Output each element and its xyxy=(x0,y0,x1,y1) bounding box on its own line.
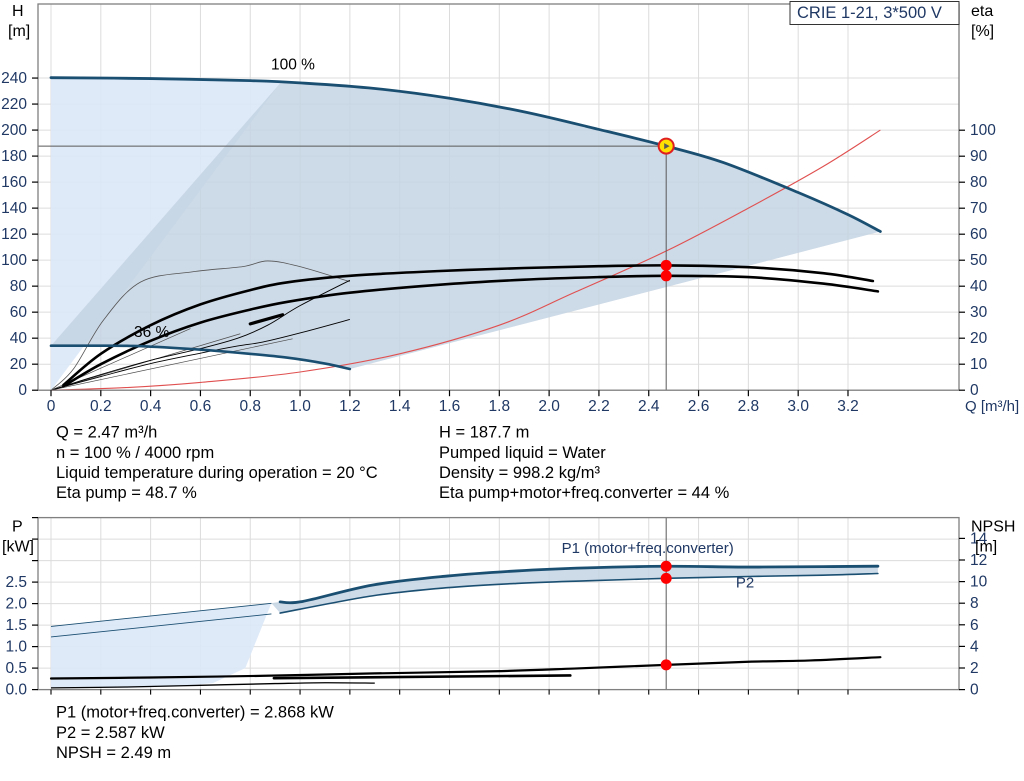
svg-text:80: 80 xyxy=(10,278,28,295)
svg-text:Liquid temperature during oper: Liquid temperature during operation = 20… xyxy=(56,464,378,482)
svg-text:Eta pump+motor+freq.converter: Eta pump+motor+freq.converter = 44 % xyxy=(439,484,730,502)
svg-text:Q = 2.47 m³/h: Q = 2.47 m³/h xyxy=(56,424,157,442)
svg-text:220: 220 xyxy=(1,96,27,113)
svg-text:20: 20 xyxy=(970,330,988,347)
svg-text:160: 160 xyxy=(1,174,27,191)
svg-text:240: 240 xyxy=(1,70,27,87)
svg-text:[m]: [m] xyxy=(8,23,30,40)
svg-text:0.8: 0.8 xyxy=(239,398,261,415)
svg-text:200: 200 xyxy=(1,122,27,139)
svg-text:1.6: 1.6 xyxy=(439,398,461,415)
svg-text:120: 120 xyxy=(1,226,27,243)
svg-text:Density = 998.2 kg/m³: Density = 998.2 kg/m³ xyxy=(439,464,600,482)
svg-text:1.4: 1.4 xyxy=(389,398,411,415)
svg-text:Eta pump = 48.7 %: Eta pump = 48.7 % xyxy=(56,484,197,502)
svg-text:1.0: 1.0 xyxy=(289,398,311,415)
svg-text:3.0: 3.0 xyxy=(787,398,809,415)
svg-text:0: 0 xyxy=(47,398,56,415)
svg-text:6: 6 xyxy=(970,617,979,634)
svg-text:[m]: [m] xyxy=(975,539,997,556)
svg-text:eta: eta xyxy=(971,3,993,20)
svg-text:0: 0 xyxy=(970,682,979,699)
svg-text:1.5: 1.5 xyxy=(5,617,27,634)
svg-text:0: 0 xyxy=(18,382,27,399)
svg-text:P1 (motor+freq.converter): P1 (motor+freq.converter) xyxy=(562,540,734,557)
svg-text:H = 187.7 m: H = 187.7 m xyxy=(439,424,529,442)
svg-text:0.2: 0.2 xyxy=(90,398,112,415)
svg-text:P: P xyxy=(12,519,23,536)
svg-text:2.0: 2.0 xyxy=(538,398,560,415)
svg-text:0.6: 0.6 xyxy=(190,398,212,415)
svg-text:100: 100 xyxy=(1,252,27,269)
svg-text:4: 4 xyxy=(970,638,979,655)
svg-text:1.0: 1.0 xyxy=(5,639,27,656)
svg-text:0.0: 0.0 xyxy=(5,682,27,699)
svg-text:2: 2 xyxy=(970,660,979,677)
svg-text:2.4: 2.4 xyxy=(638,398,660,415)
svg-text:180: 180 xyxy=(1,148,27,165)
svg-text:P2: P2 xyxy=(736,574,754,591)
svg-text:0.4: 0.4 xyxy=(140,398,162,415)
svg-text:0: 0 xyxy=(970,382,979,399)
svg-text:60: 60 xyxy=(970,226,988,243)
svg-text:70: 70 xyxy=(970,200,988,217)
svg-text:1.8: 1.8 xyxy=(489,398,511,415)
svg-text:2.6: 2.6 xyxy=(688,398,710,415)
svg-text:100 %: 100 % xyxy=(271,57,315,74)
svg-text:NPSH = 2.49 m: NPSH = 2.49 m xyxy=(56,744,171,762)
svg-text:[%]: [%] xyxy=(971,23,994,40)
svg-text:P2 = 2.587 kW: P2 = 2.587 kW xyxy=(56,724,165,742)
svg-text:80: 80 xyxy=(970,174,988,191)
svg-text:30: 30 xyxy=(970,304,988,321)
svg-text:60: 60 xyxy=(10,304,28,321)
svg-text:10: 10 xyxy=(970,574,988,591)
svg-text:NPSH: NPSH xyxy=(971,519,1015,536)
svg-text:50: 50 xyxy=(970,252,988,269)
svg-text:0.5: 0.5 xyxy=(5,660,27,677)
svg-text:n = 100 % / 4000 rpm: n = 100 % / 4000 rpm xyxy=(56,444,214,462)
svg-text:2.5: 2.5 xyxy=(5,574,27,591)
svg-text:100: 100 xyxy=(970,122,996,139)
svg-text:2.8: 2.8 xyxy=(738,398,760,415)
svg-text:Q [m³/h]: Q [m³/h] xyxy=(965,398,1019,415)
svg-text:Pumped liquid = Water: Pumped liquid = Water xyxy=(439,444,606,462)
svg-text:CRIE 1-21, 3*500 V: CRIE 1-21, 3*500 V xyxy=(797,4,942,22)
svg-text:3.2: 3.2 xyxy=(837,398,859,415)
svg-text:140: 140 xyxy=(1,200,27,217)
svg-text:90: 90 xyxy=(970,148,988,165)
svg-text:8: 8 xyxy=(970,595,979,612)
svg-text:P1 (motor+freq.converter) = 2.: P1 (motor+freq.converter) = 2.868 kW xyxy=(56,704,334,722)
svg-text:H: H xyxy=(12,3,24,20)
svg-text:10: 10 xyxy=(970,356,988,373)
svg-text:40: 40 xyxy=(10,330,28,347)
svg-text:40: 40 xyxy=(970,278,988,295)
svg-text:[kW]: [kW] xyxy=(2,539,34,556)
svg-text:20: 20 xyxy=(10,356,28,373)
svg-text:2.2: 2.2 xyxy=(588,398,610,415)
svg-text:2.0: 2.0 xyxy=(5,596,27,613)
svg-text:1.2: 1.2 xyxy=(339,398,361,415)
svg-text:36 %: 36 % xyxy=(134,324,170,341)
